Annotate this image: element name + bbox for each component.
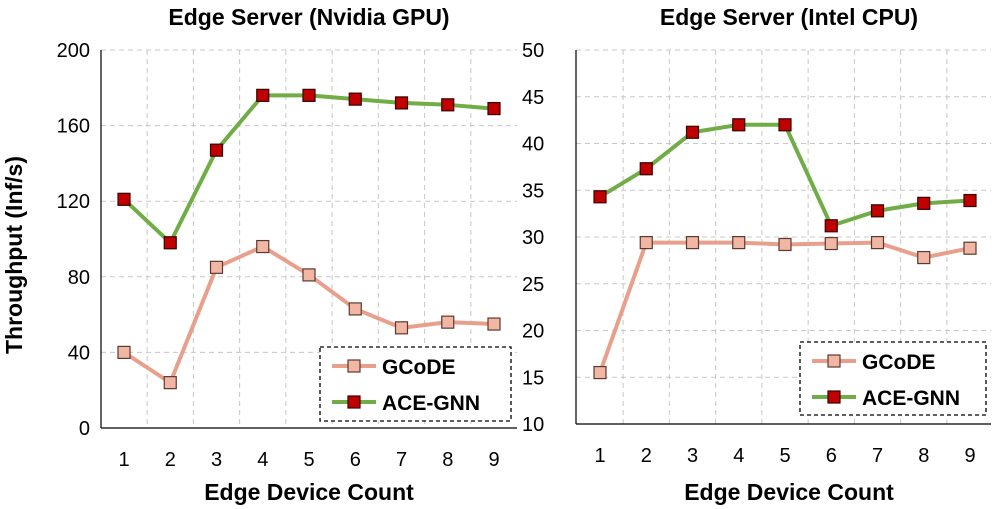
data-point bbox=[732, 236, 746, 250]
x-axis-label: Edge Device Count bbox=[204, 479, 414, 505]
x-tick-label: 8 bbox=[442, 449, 453, 471]
legend-marker bbox=[827, 390, 841, 404]
data-point bbox=[256, 239, 270, 254]
chart-title: Edge Server (Intel CPU) bbox=[660, 4, 918, 30]
data-point bbox=[778, 237, 792, 252]
y-tick-label: 0 bbox=[79, 418, 90, 440]
x-tick-label: 5 bbox=[303, 449, 314, 471]
data-point bbox=[824, 236, 838, 251]
legend-label: GCoDE bbox=[382, 356, 456, 379]
chart-title: Edge Server (Nvidia GPU) bbox=[168, 4, 449, 30]
data-point bbox=[870, 204, 885, 218]
x-tick-label: 1 bbox=[594, 445, 605, 467]
data-point bbox=[870, 236, 885, 250]
data-point bbox=[348, 302, 362, 316]
x-tick-label: 9 bbox=[964, 445, 975, 467]
x-tick-label: 2 bbox=[165, 449, 176, 471]
data-point bbox=[824, 219, 838, 233]
y-tick-label: 80 bbox=[68, 267, 90, 289]
x-tick-label: 8 bbox=[918, 445, 929, 467]
data-point bbox=[639, 162, 653, 176]
data-point bbox=[917, 250, 931, 265]
legend-marker bbox=[347, 359, 361, 373]
y-tick-label: 120 bbox=[57, 191, 90, 213]
data-point bbox=[963, 193, 977, 208]
y-tick-label: 10 bbox=[522, 414, 544, 436]
legend-marker bbox=[347, 395, 361, 409]
x-tick-label: 6 bbox=[350, 449, 361, 471]
data-point bbox=[348, 92, 362, 106]
x-axis-label: Edge Device Count bbox=[684, 479, 894, 505]
data-point bbox=[441, 315, 455, 329]
y-tick-label: 200 bbox=[57, 40, 90, 62]
y-tick-label: 35 bbox=[522, 180, 544, 202]
x-tick-label: 7 bbox=[872, 445, 883, 467]
y-tick-label: 15 bbox=[522, 367, 544, 389]
x-tick-label: 7 bbox=[396, 449, 407, 471]
data-point bbox=[163, 376, 177, 390]
series-line-ace-gnn bbox=[598, 122, 971, 228]
legend-label: ACE-GNN bbox=[382, 392, 480, 415]
data-point bbox=[117, 192, 131, 206]
y-tick-label: 30 bbox=[522, 227, 544, 249]
y-tick-label: 25 bbox=[522, 274, 544, 296]
data-point bbox=[163, 236, 177, 250]
data-point bbox=[778, 118, 792, 132]
x-tick-label: 5 bbox=[779, 445, 790, 467]
data-point bbox=[256, 88, 270, 102]
data-point bbox=[685, 236, 700, 250]
data-point bbox=[487, 101, 501, 116]
data-point bbox=[917, 196, 931, 210]
data-point bbox=[394, 96, 409, 110]
chart-panel-nvidia-gpu: Edge Server (Nvidia GPU) Edge Device Cou… bbox=[57, 4, 517, 505]
data-point bbox=[685, 125, 700, 139]
data-point bbox=[593, 365, 607, 380]
x-tick-label: 4 bbox=[257, 449, 268, 471]
y-tick-label: 40 bbox=[68, 342, 90, 364]
x-tick-label: 3 bbox=[211, 449, 222, 471]
y-tick-label: 50 bbox=[522, 40, 544, 62]
legend-box bbox=[319, 346, 512, 422]
data-point bbox=[639, 236, 653, 250]
data-point bbox=[302, 268, 316, 282]
legend-label: ACE-GNN bbox=[862, 387, 960, 410]
y-tick-label: 45 bbox=[522, 87, 544, 109]
legend-marker bbox=[827, 354, 841, 368]
legend-label: GCoDE bbox=[862, 351, 936, 374]
data-point bbox=[732, 118, 746, 132]
x-tick-label: 1 bbox=[118, 449, 129, 471]
chart-panel-intel-cpu: Edge Server (Intel CPU) Edge Device Coun… bbox=[522, 4, 991, 505]
data-point bbox=[302, 88, 316, 102]
data-point bbox=[593, 190, 607, 204]
data-point bbox=[394, 321, 409, 335]
y-tick-label: 160 bbox=[57, 116, 90, 138]
x-tick-label: 9 bbox=[488, 449, 499, 471]
x-tick-label: 4 bbox=[733, 445, 744, 467]
data-point bbox=[209, 143, 224, 157]
y-tick-label: 20 bbox=[522, 321, 544, 343]
data-point bbox=[441, 98, 455, 112]
y-tick-label: 40 bbox=[522, 134, 544, 156]
data-point bbox=[209, 260, 224, 274]
data-point bbox=[963, 241, 977, 255]
x-tick-label: 6 bbox=[826, 445, 837, 467]
data-point bbox=[487, 317, 501, 331]
x-tick-label: 2 bbox=[641, 445, 652, 467]
series-line-ace-gnn bbox=[122, 93, 495, 245]
y-axis-label: Throughput (Inf/s) bbox=[1, 156, 27, 354]
data-point bbox=[117, 345, 131, 359]
x-tick-label: 3 bbox=[687, 445, 698, 467]
